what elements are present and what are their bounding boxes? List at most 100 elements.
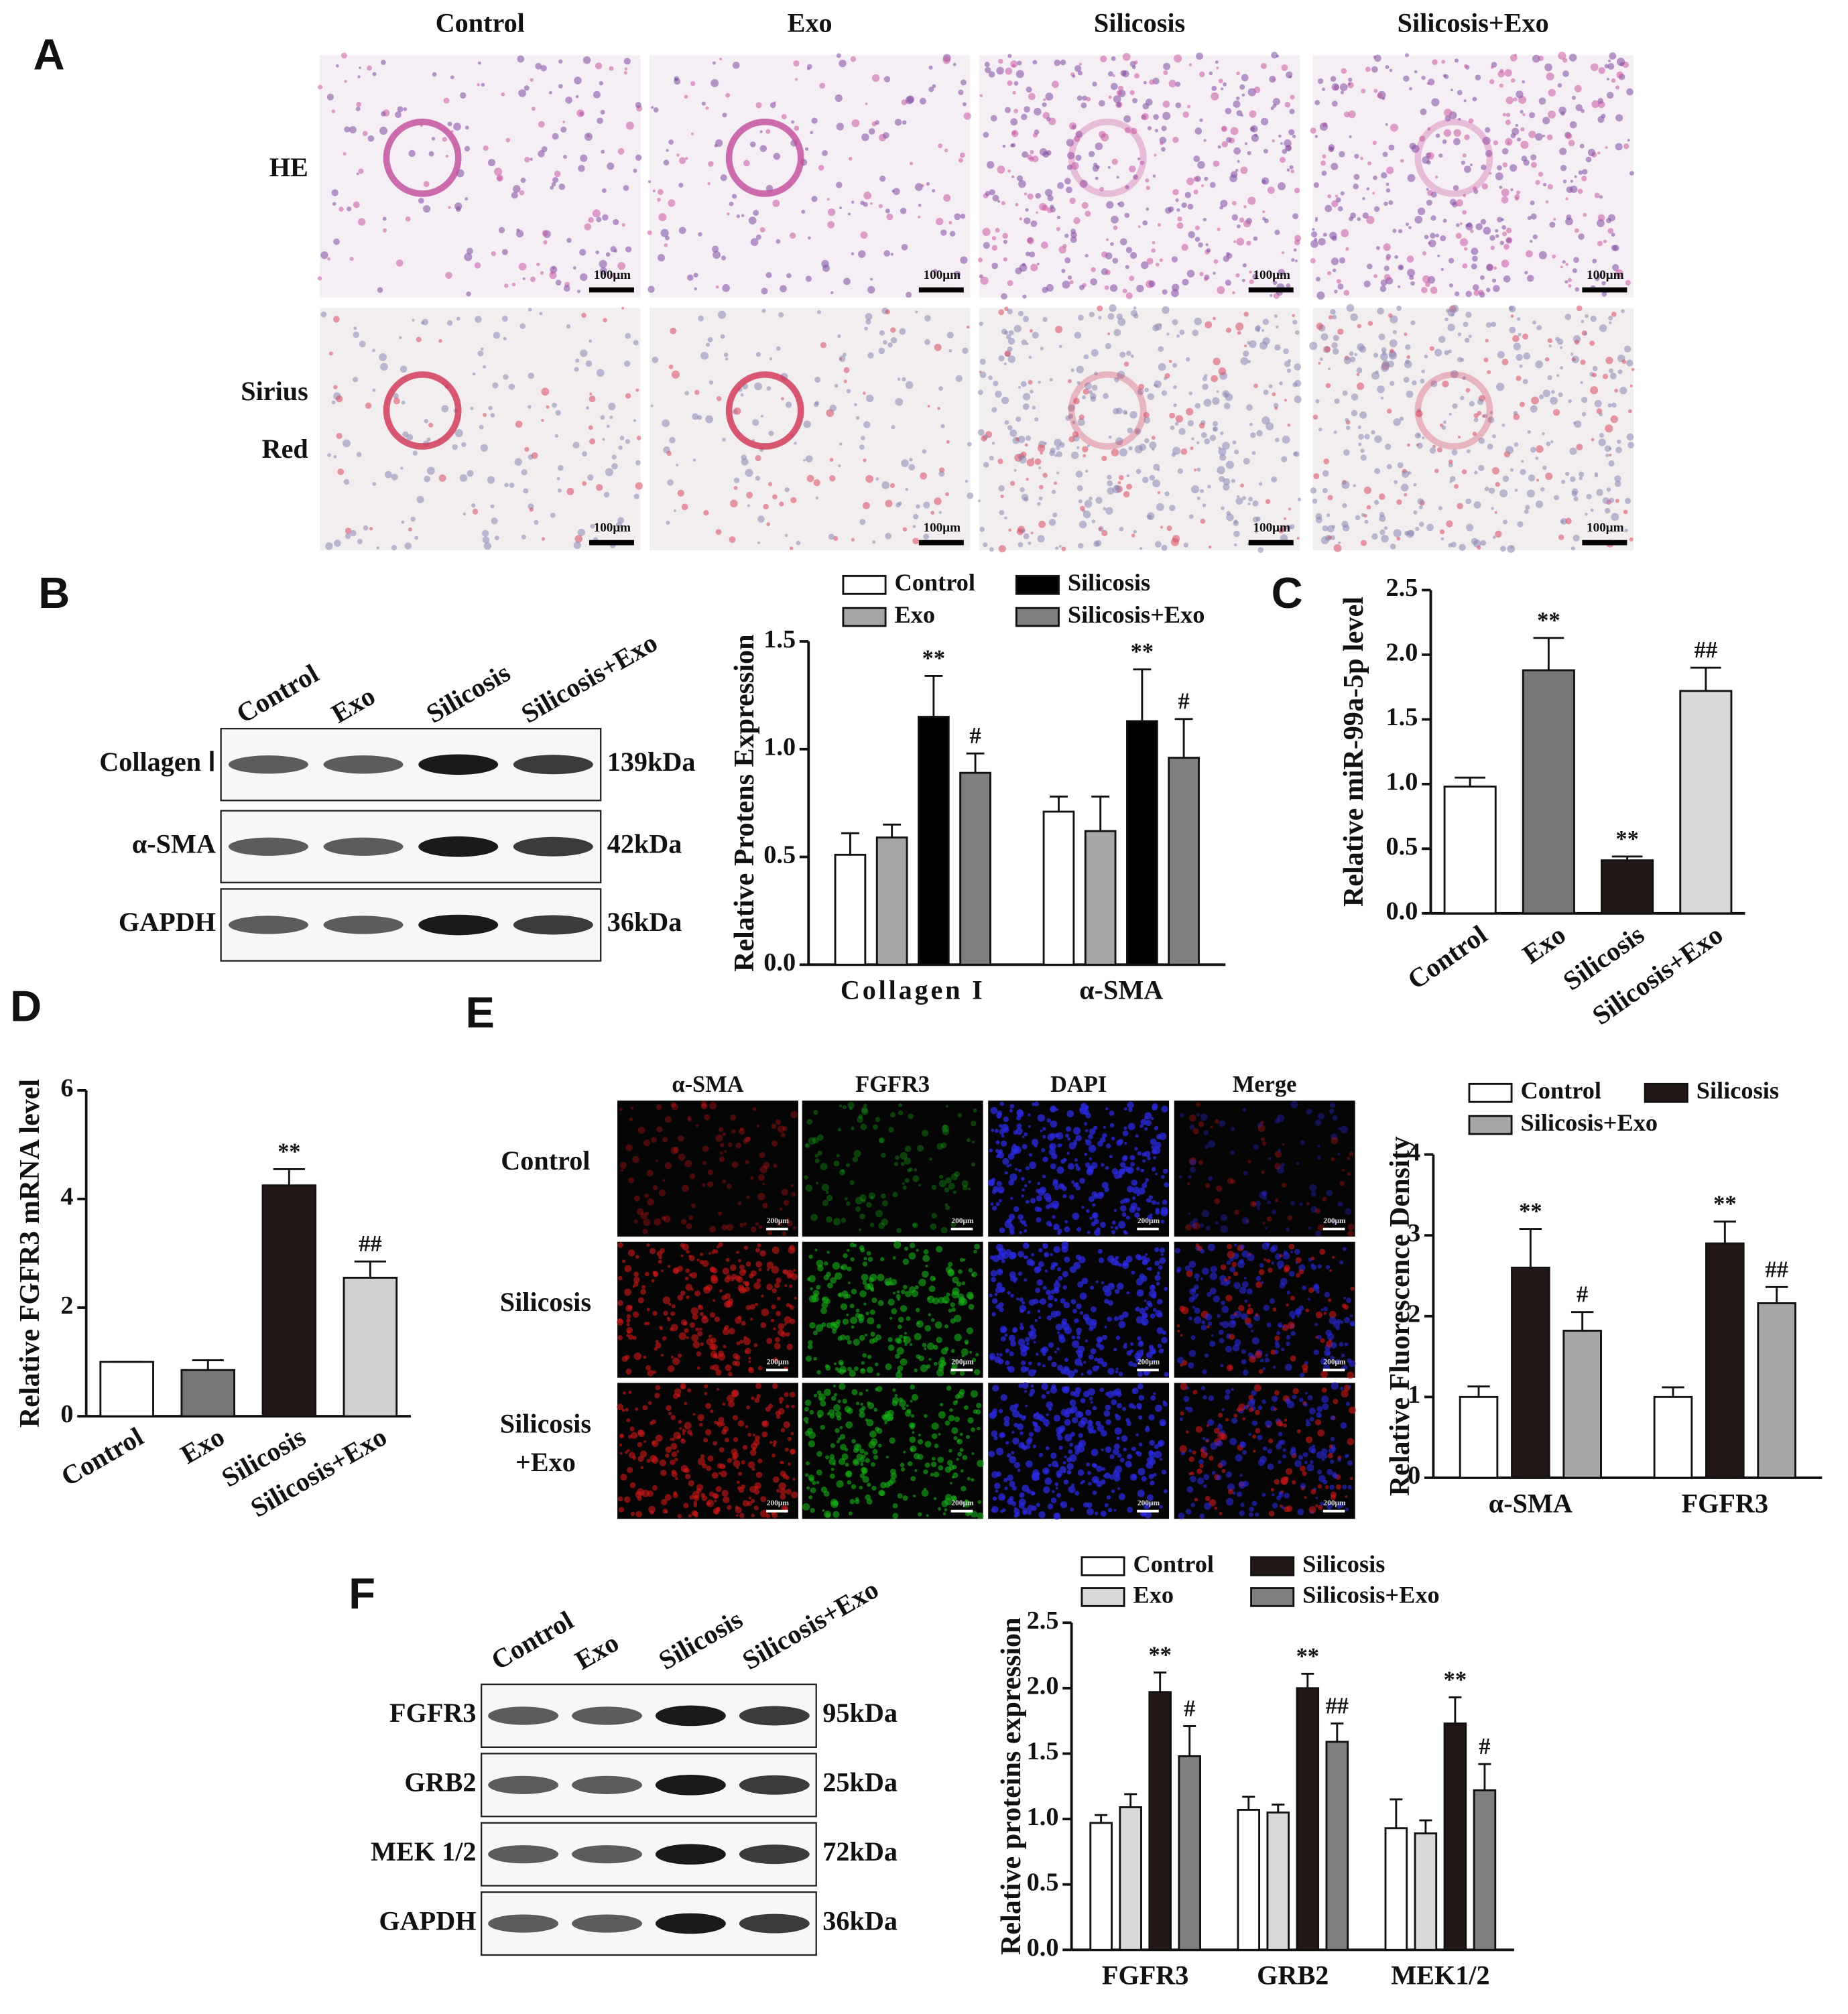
tissue-texture [705,106,709,110]
tissue-texture [1106,201,1114,209]
tissue-texture [1560,164,1567,172]
fluorescence-texture [822,1509,825,1512]
tissue-texture [760,414,763,418]
tissue-texture [954,213,961,221]
tissue-texture [1426,199,1432,206]
scale-bar-label: 200μm [1137,1358,1160,1366]
fluorescence-texture [974,1369,981,1375]
fluorescence-texture [995,1202,1000,1206]
fluorescence-texture [765,1513,771,1519]
tissue-texture [384,470,392,479]
fluorescence-texture [835,1272,843,1280]
fluorescence-texture [1255,1313,1259,1317]
tissue-texture [1074,332,1082,339]
tissue-texture [438,474,446,482]
tissue-texture [493,332,501,339]
fluorescence-texture [617,1242,623,1248]
fluorescence-texture [1036,1188,1040,1194]
tissue-texture [1260,117,1269,125]
tissue-texture [512,185,521,193]
tissue-texture [805,275,812,282]
tissue-texture [1097,305,1103,312]
fluorescence-texture [967,1417,974,1424]
fluorescence-texture [902,1258,910,1265]
tissue-texture [946,331,954,339]
fluorescence-texture [704,1114,711,1121]
tissue-texture [1449,459,1453,464]
fluorescence-texture [713,1299,716,1302]
tissue-texture [1129,411,1137,419]
fluorescence-texture [662,1296,671,1304]
fluorescence-texture [894,1161,899,1166]
tissue-texture [1468,334,1472,338]
fluorescence-texture [622,1391,626,1395]
image-background [617,1100,798,1237]
fluorescence-texture [772,1357,779,1363]
band-size: 42kDa [607,828,682,859]
tissue-texture [668,139,674,145]
tissue-texture [538,121,545,128]
fluorescence-texture [1286,1341,1290,1346]
tissue-texture [1494,511,1497,514]
fluorescence-texture [830,1467,835,1471]
fluorescence-texture [1188,1316,1192,1321]
tissue-texture [1292,134,1296,139]
fluorescence-texture [989,1148,993,1153]
fluorescence-texture [617,1403,623,1411]
fluorescence-texture [1237,1304,1245,1312]
fluorescence-texture [1010,1197,1013,1200]
fluorescence-texture [1148,1195,1154,1200]
fluorescence-texture [1257,1122,1263,1128]
tissue-texture [722,113,727,118]
fluorescence-texture [920,1364,928,1373]
fluorescence-texture [912,1431,915,1434]
fluorescence-texture [1274,1151,1282,1158]
fluorescence-texture [1257,1206,1261,1210]
fluorescence-texture [739,1127,744,1131]
fluorescence-texture [1198,1159,1204,1166]
tissue-texture [875,477,879,481]
fluorescence-texture [849,1304,855,1309]
fluorescence-texture [1083,1361,1087,1364]
fluorescence-texture [900,1467,906,1472]
tissue-texture [1133,306,1137,310]
fluorescence-texture [1035,1287,1041,1294]
fluorescence-texture [1139,1124,1144,1129]
tissue-texture [1001,328,1007,335]
tissue-texture [1236,237,1245,246]
tissue-texture [1119,526,1124,531]
tissue-texture [1416,443,1419,446]
fluorescence-texture [1330,1355,1335,1361]
fluorescence-texture [1213,1295,1221,1303]
fluorescence-texture [1072,1127,1081,1135]
tissue-texture [1248,497,1253,502]
tissue-texture [625,439,631,444]
fluorescence-texture [1028,1180,1032,1184]
fluorescence-texture [652,1485,658,1491]
tissue-texture [367,65,373,71]
fluorescence-texture [1033,1340,1036,1344]
fluorescence-texture [950,1302,955,1308]
tissue-texture [1235,497,1243,505]
fluorescence-texture [851,1126,855,1131]
scale-bar-label: 200μm [951,1217,974,1225]
fluorescence-texture [824,1261,828,1266]
fluorescence-texture [948,1269,955,1276]
fluorescence-texture [714,1316,721,1322]
tissue-texture [1480,540,1487,546]
tissue-texture [1039,148,1048,156]
fluorescence-texture [967,1476,971,1481]
fluorescence-texture [636,1488,645,1496]
tissue-texture [1629,384,1633,387]
tissue-texture [999,509,1005,515]
fluorescence-texture [1030,1324,1034,1329]
tissue-texture [979,359,986,365]
tissue-texture [1164,491,1170,497]
tissue-texture [1076,446,1080,450]
fluorescence-texture [948,1415,955,1422]
tissue-texture [1111,448,1119,457]
tissue-texture [923,533,929,540]
fluorescence-texture [1188,1362,1194,1369]
fluorescence-texture [1081,1206,1085,1209]
tissue-texture [1334,290,1338,294]
